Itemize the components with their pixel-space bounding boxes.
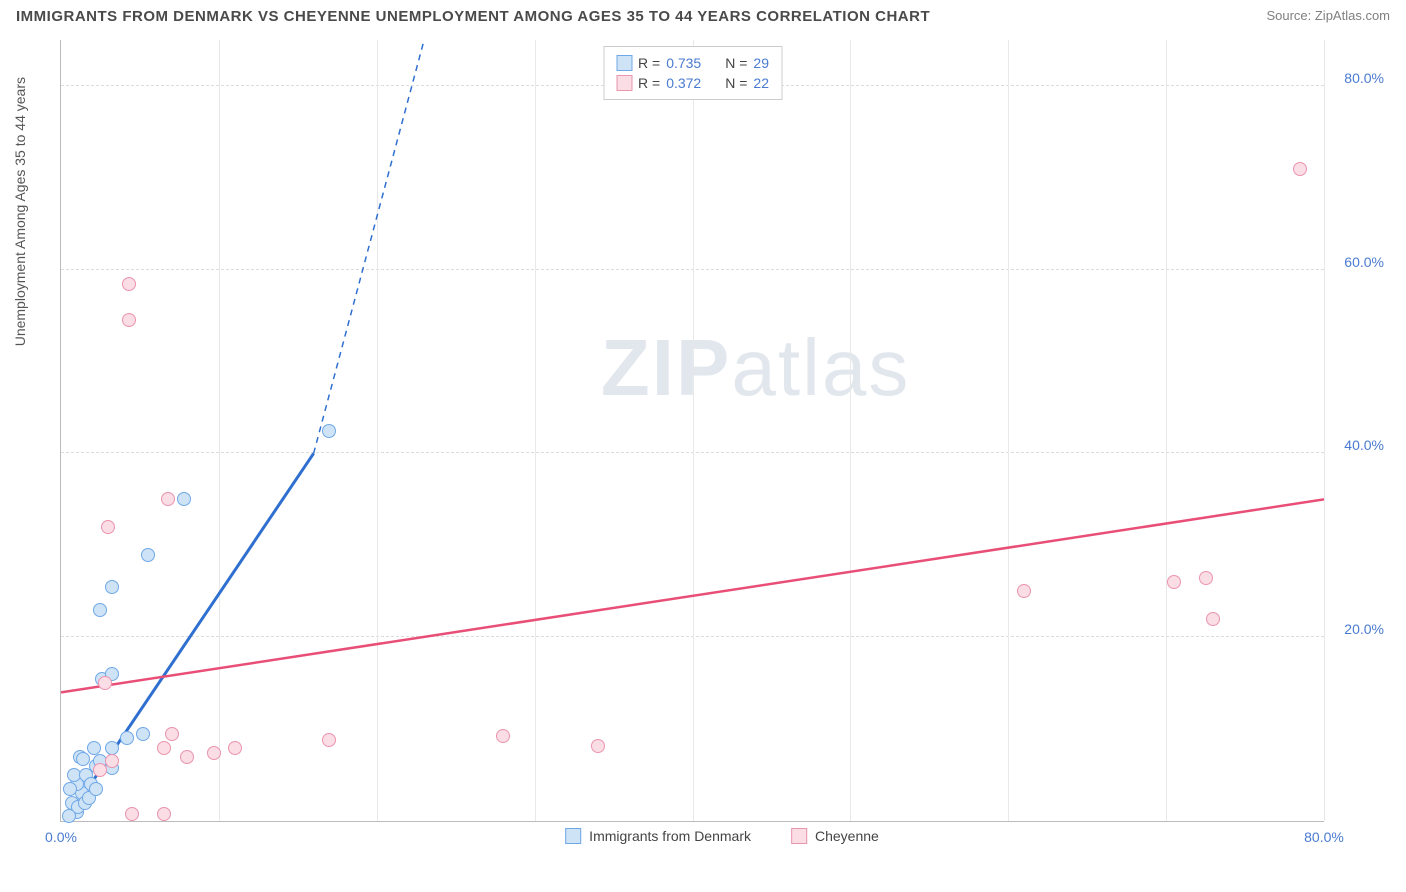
legend-swatch [616, 75, 632, 91]
data-point [1199, 571, 1213, 585]
legend-swatch [616, 55, 632, 71]
data-point [180, 750, 194, 764]
x-tick-label: 0.0% [45, 829, 77, 845]
data-point [157, 807, 171, 821]
source-label: Source: ZipAtlas.com [1266, 8, 1390, 23]
y-axis-label: Unemployment Among Ages 35 to 44 years [12, 77, 28, 346]
data-point [136, 727, 150, 741]
y-tick-label: 20.0% [1344, 621, 1384, 637]
data-point [591, 739, 605, 753]
legend-series-label: Cheyenne [815, 828, 879, 844]
data-point [228, 741, 242, 755]
legend-bottom: Immigrants from Denmark Cheyenne [565, 828, 879, 844]
y-tick-label: 40.0% [1344, 437, 1384, 453]
x-tick-label: 80.0% [1304, 829, 1344, 845]
data-point [122, 277, 136, 291]
data-point [165, 727, 179, 741]
y-tick-label: 60.0% [1344, 254, 1384, 270]
gridline-v [377, 40, 378, 821]
watermark: ZIPatlas [601, 322, 910, 414]
data-point [207, 746, 221, 760]
data-point [98, 676, 112, 690]
legend-series-label: Immigrants from Denmark [589, 828, 751, 844]
data-point [62, 809, 76, 823]
gridline-v [1166, 40, 1167, 821]
legend-swatch [565, 828, 581, 844]
data-point [322, 733, 336, 747]
gridline-v [219, 40, 220, 821]
data-point [93, 603, 107, 617]
header: IMMIGRANTS FROM DENMARK VS CHEYENNE UNEM… [0, 0, 1406, 25]
data-point [161, 492, 175, 506]
legend-top-row: R = 0.735 N = 29 [616, 53, 769, 73]
plot-area: ZIPatlas R =0.735N =29R =0.372N =22 20.0… [60, 40, 1324, 822]
gridline-v [1008, 40, 1009, 821]
data-point [76, 752, 90, 766]
data-point [125, 807, 139, 821]
data-point [122, 313, 136, 327]
gridline-v [693, 40, 694, 821]
legend-r-value: 0.372 [666, 75, 701, 91]
data-point [141, 548, 155, 562]
legend-n-value: 22 [753, 75, 769, 91]
gridline-v [1324, 40, 1325, 821]
data-point [89, 782, 103, 796]
data-point [496, 729, 510, 743]
chart-container: Unemployment Among Ages 35 to 44 years Z… [50, 40, 1394, 852]
data-point [120, 731, 134, 745]
data-point [105, 741, 119, 755]
data-point [1293, 162, 1307, 176]
legend-swatch [791, 828, 807, 844]
data-point [157, 741, 171, 755]
legend-r-value: 0.735 [666, 55, 701, 71]
legend-n-label: N = [725, 75, 747, 91]
legend-r-label: R = [638, 75, 660, 91]
data-point [87, 741, 101, 755]
legend-bottom-item: Immigrants from Denmark [565, 828, 751, 844]
data-point [93, 763, 107, 777]
data-point [101, 520, 115, 534]
data-point [63, 782, 77, 796]
gridline-v [535, 40, 536, 821]
legend-n-label: N = [725, 55, 747, 71]
legend-n-value: 29 [753, 55, 769, 71]
data-point [1167, 575, 1181, 589]
data-point [1206, 612, 1220, 626]
data-point [177, 492, 191, 506]
chart-title: IMMIGRANTS FROM DENMARK VS CHEYENNE UNEM… [16, 8, 930, 25]
y-tick-label: 80.0% [1344, 70, 1384, 86]
legend-top: R = 0.735 N = 29 R = 0.372 N = 22 [603, 46, 782, 100]
legend-r-label: R = [638, 55, 660, 71]
legend-top-row: R = 0.372 N = 22 [616, 73, 769, 93]
data-point [105, 580, 119, 594]
data-point [322, 424, 336, 438]
legend-bottom-item: Cheyenne [791, 828, 879, 844]
data-point [1017, 584, 1031, 598]
gridline-v [850, 40, 851, 821]
